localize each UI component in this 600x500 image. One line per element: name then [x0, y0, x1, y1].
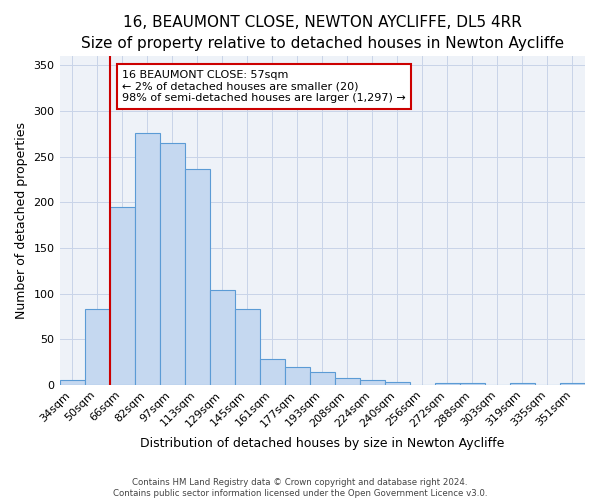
Bar: [385, 382, 410, 385]
X-axis label: Distribution of detached houses by size in Newton Aycliffe: Distribution of detached houses by size …: [140, 437, 505, 450]
Bar: [360, 380, 385, 385]
Bar: [260, 360, 285, 385]
Bar: [435, 383, 460, 385]
Bar: [235, 309, 260, 385]
Bar: [160, 143, 185, 385]
Bar: [285, 368, 310, 385]
Bar: [110, 207, 134, 385]
Bar: [134, 133, 160, 385]
Bar: [185, 168, 209, 385]
Text: 16 BEAUMONT CLOSE: 57sqm
← 2% of detached houses are smaller (20)
98% of semi-de: 16 BEAUMONT CLOSE: 57sqm ← 2% of detache…: [122, 70, 406, 103]
Title: 16, BEAUMONT CLOSE, NEWTON AYCLIFFE, DL5 4RR
Size of property relative to detach: 16, BEAUMONT CLOSE, NEWTON AYCLIFFE, DL5…: [81, 15, 564, 51]
Y-axis label: Number of detached properties: Number of detached properties: [15, 122, 28, 319]
Bar: [59, 380, 85, 385]
Bar: [510, 383, 535, 385]
Bar: [310, 372, 335, 385]
Bar: [85, 309, 110, 385]
Bar: [460, 383, 485, 385]
Text: Contains HM Land Registry data © Crown copyright and database right 2024.
Contai: Contains HM Land Registry data © Crown c…: [113, 478, 487, 498]
Bar: [560, 383, 585, 385]
Bar: [335, 378, 360, 385]
Bar: [209, 290, 235, 385]
